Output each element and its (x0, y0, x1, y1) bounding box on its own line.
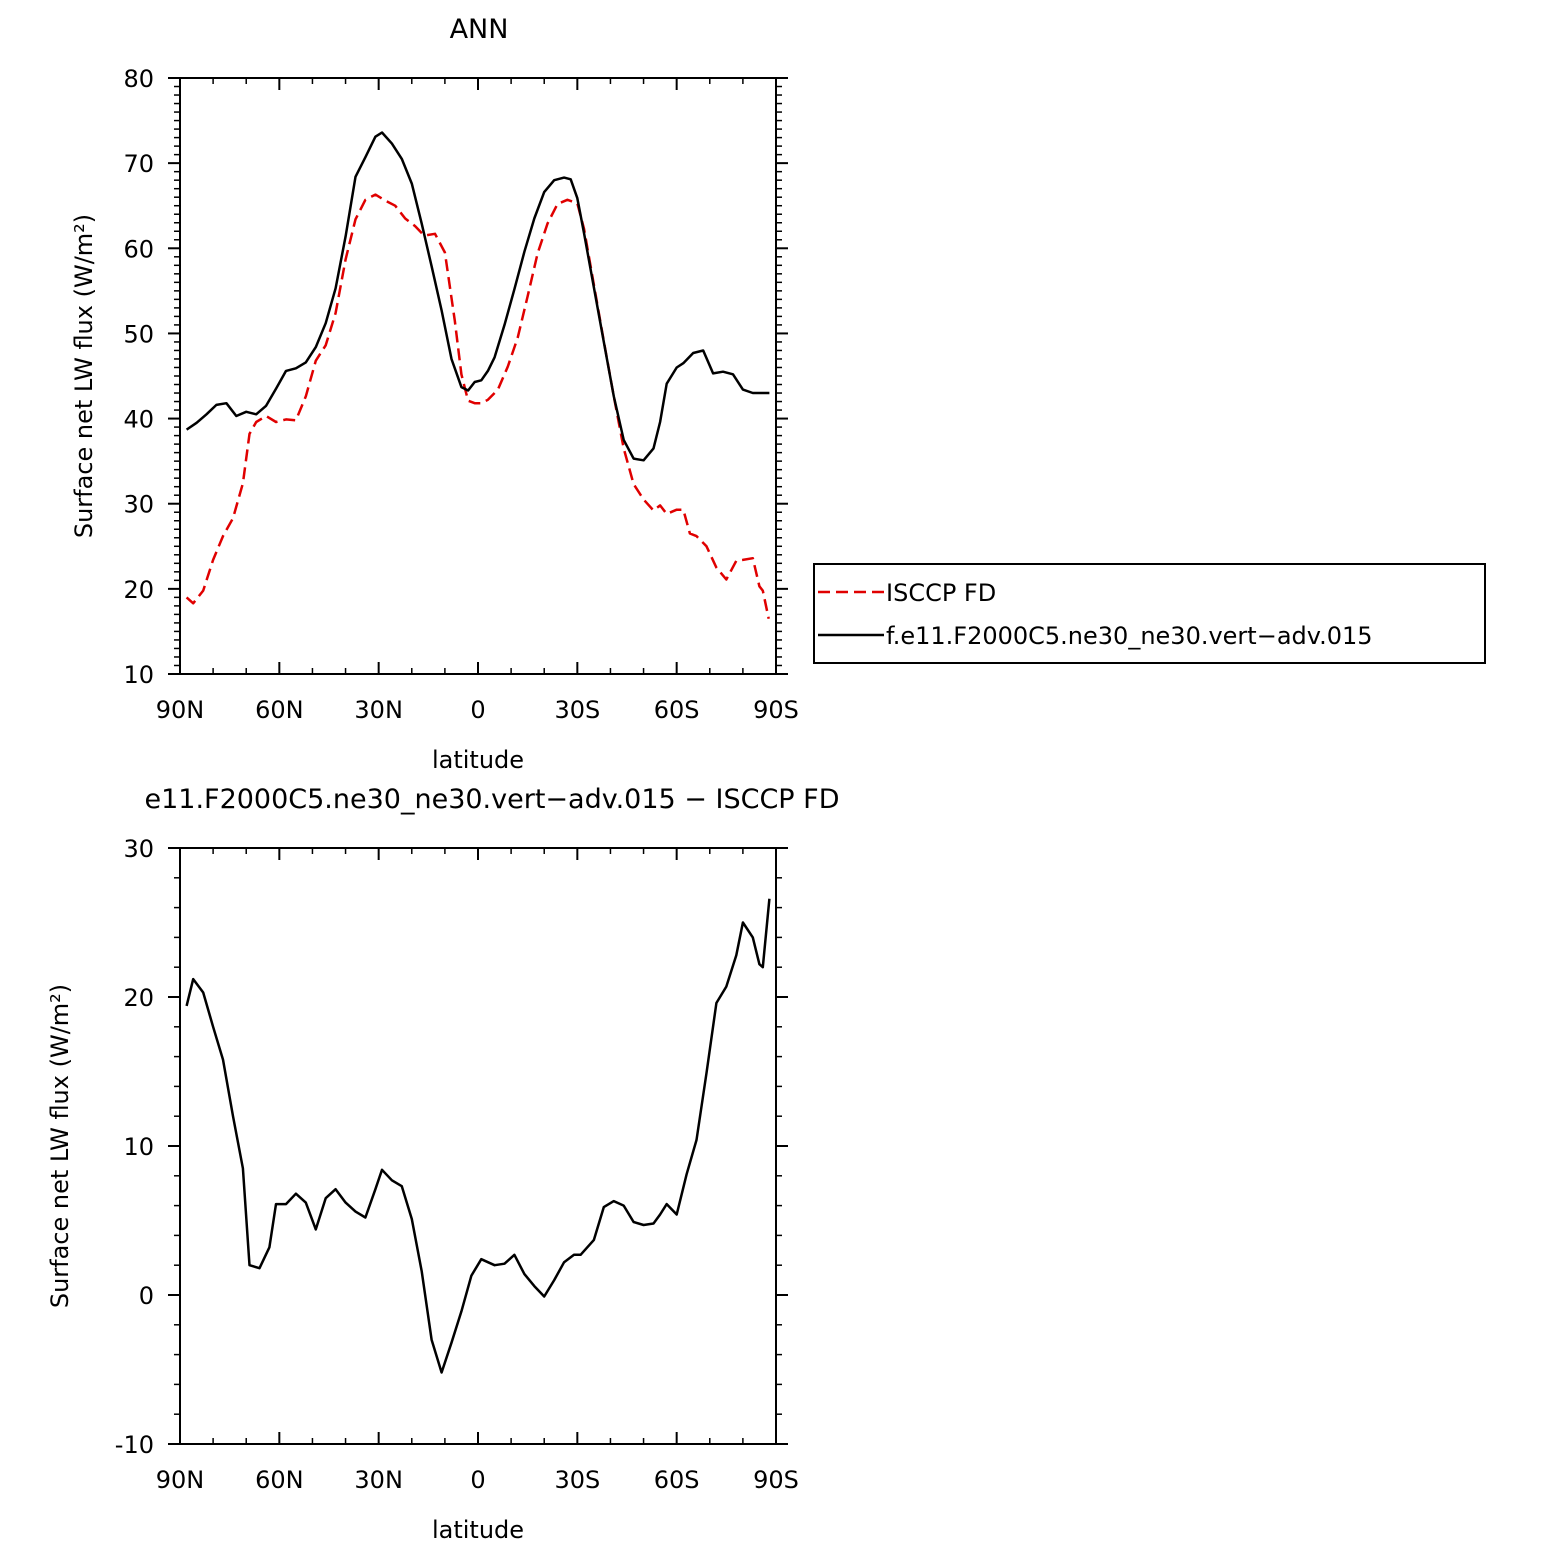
chart-title: e11.F2000C5.ne30_ne30.vert−adv.015 − ISC… (144, 784, 839, 815)
plot-frame (179, 847, 777, 1445)
x-tick-label: 30N (354, 1466, 403, 1494)
top-panel: 90N 60N 30N 0 30S 60S 90S 10 20 30 40 50 60 70 80 ANN la… (70, 14, 1486, 774)
plot-frame (179, 77, 777, 675)
y-tick-label: 70 (123, 150, 154, 178)
y-tick-label: 0 (139, 1282, 154, 1310)
chart-title: ANN (450, 14, 509, 45)
y-axis-label: Surface net LW flux (W/m²) (70, 214, 98, 538)
y-tick-label: 20 (123, 984, 154, 1012)
x-tick-label: 30N (354, 696, 403, 724)
x-tick-label: 90N (156, 696, 205, 724)
series-line-1 (185, 131, 770, 462)
x-tick-label: 30S (554, 1466, 600, 1494)
x-tick-label: 0 (470, 696, 485, 724)
x-tick-label: 90S (753, 696, 799, 724)
y-tick-label: 10 (123, 1133, 154, 1161)
x-tick-label: 30S (554, 696, 600, 724)
series-line-0 (185, 193, 770, 619)
x-tick-label: 60N (255, 1466, 304, 1494)
x-tick-label: 90S (753, 1466, 799, 1494)
legend-box (813, 563, 1486, 664)
y-axis-label: Surface net LW flux (W/m²) (46, 984, 74, 1308)
legend-label-1: f.e11.F2000C5.ne30_ne30.vert−adv.015 (886, 622, 1373, 650)
bottom-panel: 90N 60N 30N 0 30S 60S 90S -10 0 10 20 30 e11.F2000C5… (46, 784, 840, 1544)
y-tick-label: 80 (123, 65, 154, 93)
y-tick-label: 30 (123, 835, 154, 863)
y-tick-label: 20 (123, 576, 154, 604)
x-tick-label: 60S (654, 1466, 700, 1494)
y-tick-label: 30 (123, 491, 154, 519)
y-tick-label: 50 (123, 320, 154, 348)
y-tick-label: 40 (123, 406, 154, 434)
x-tick-label: 60N (255, 696, 304, 724)
legend-label-0: ISCCP FD (886, 579, 996, 607)
x-axis-label: latitude (432, 746, 524, 774)
x-tick-label: 0 (470, 1466, 485, 1494)
series-line-0 (185, 898, 771, 1374)
y-tick-label: 10 (123, 661, 154, 689)
x-tick-label: 60S (654, 696, 700, 724)
y-tick-label: -10 (115, 1431, 154, 1459)
y-tick-label: 60 (123, 235, 154, 263)
x-axis-label: latitude (432, 1516, 524, 1544)
x-tick-label: 90N (156, 1466, 205, 1494)
